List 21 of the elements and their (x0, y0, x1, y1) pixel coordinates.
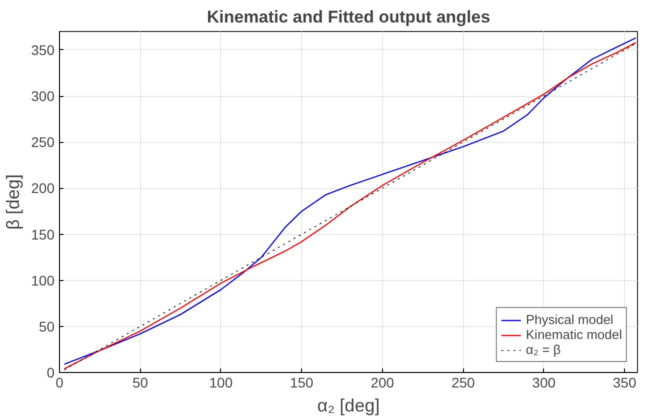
chart-title: Kinematic and Fitted output angles (206, 8, 490, 26)
y-tick-label: 0 (46, 364, 55, 380)
x-tick-label: 250 (451, 374, 476, 390)
x-tick-label: 350 (612, 374, 636, 390)
y-tick-label: 200 (31, 180, 55, 196)
y-axis-title: β [deg] (3, 174, 24, 230)
y-tick-label: 150 (31, 226, 55, 242)
y-tick-label: 100 (31, 272, 55, 288)
x-tick-label: 100 (209, 374, 233, 390)
x-axis-title: α₂ [deg] (317, 396, 380, 416)
y-tick-label: 250 (31, 134, 55, 150)
legend-label: α₂ = β (526, 342, 561, 357)
x-tick-label: 50 (132, 374, 148, 390)
x-tick-label: 200 (370, 374, 394, 390)
y-tick-label: 350 (31, 42, 55, 58)
y-tick-label: 50 (38, 318, 55, 334)
x-tick-label: 150 (290, 374, 314, 390)
y-tick-label: 300 (31, 88, 55, 104)
x-tick-label: 300 (532, 374, 556, 390)
legend-label: Kinematic model (526, 327, 622, 342)
legend-label: Physical model (526, 312, 614, 327)
